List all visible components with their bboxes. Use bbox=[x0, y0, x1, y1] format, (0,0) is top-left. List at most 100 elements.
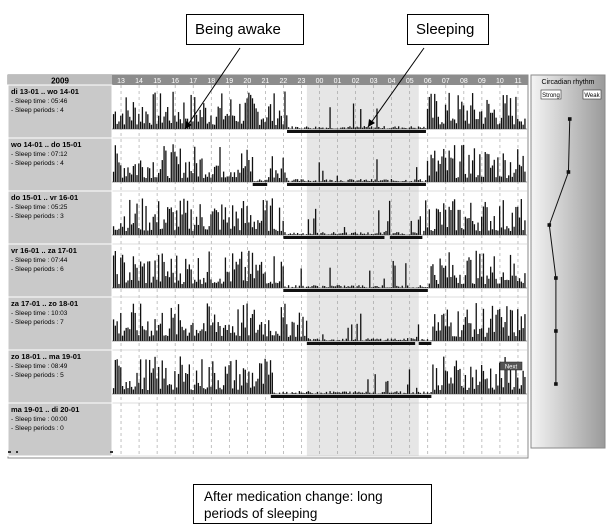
activity-bar bbox=[298, 181, 301, 182]
activity-bar bbox=[284, 172, 286, 182]
activity-bar bbox=[471, 93, 474, 129]
activity-bar bbox=[464, 216, 467, 235]
activity-bar bbox=[221, 283, 223, 288]
activity-bar bbox=[477, 222, 479, 235]
activity-bar bbox=[443, 148, 445, 182]
activity-bar bbox=[448, 150, 450, 182]
activity-bar bbox=[340, 127, 342, 129]
activity-bar bbox=[183, 330, 185, 341]
activity-bar bbox=[493, 216, 495, 235]
activity-bar bbox=[222, 119, 225, 129]
day-label: wo 14-01 .. do 15-01 bbox=[10, 140, 81, 149]
activity-bar bbox=[116, 153, 118, 182]
activity-bar bbox=[268, 283, 270, 288]
activity-bar bbox=[444, 370, 447, 394]
activity-bar bbox=[266, 200, 268, 235]
activity-bar bbox=[295, 392, 297, 394]
activity-bar bbox=[273, 93, 275, 129]
activity-bar bbox=[154, 92, 156, 129]
activity-bar bbox=[342, 233, 344, 235]
callout-being-awake: Being awake bbox=[186, 14, 304, 45]
activity-bar bbox=[201, 283, 203, 288]
activity-bar bbox=[148, 359, 151, 394]
activity-bar bbox=[444, 104, 447, 129]
activity-bar bbox=[495, 230, 497, 235]
activity-bar bbox=[226, 330, 228, 341]
activity-bar bbox=[307, 180, 310, 182]
activity-bar bbox=[170, 152, 172, 182]
arrow-sleeping bbox=[367, 47, 425, 128]
activity-bar bbox=[517, 309, 519, 341]
activity-bar bbox=[194, 384, 196, 394]
sleep-periods-label: - Sleep periods : 4 bbox=[11, 107, 64, 114]
activity-bar bbox=[441, 122, 443, 129]
activity-bar bbox=[457, 282, 459, 288]
activity-bar bbox=[482, 176, 485, 182]
activity-bar bbox=[491, 272, 494, 288]
activity-bar bbox=[231, 176, 234, 182]
activity-bar bbox=[471, 160, 474, 182]
activity-bar bbox=[358, 180, 360, 182]
activity-bar bbox=[192, 230, 194, 235]
activity-bar bbox=[387, 287, 389, 288]
activity-bar bbox=[470, 366, 472, 394]
activity-bar bbox=[284, 232, 286, 235]
activity-bar bbox=[226, 176, 228, 182]
activity-bar bbox=[464, 275, 467, 288]
activity-bar bbox=[352, 232, 355, 235]
activity-bar bbox=[291, 286, 293, 288]
activity-bar bbox=[257, 378, 259, 394]
activity-bar bbox=[508, 335, 510, 341]
activity-bar bbox=[491, 305, 494, 341]
activity-bar bbox=[127, 110, 129, 129]
activity-bar bbox=[179, 320, 181, 341]
activity-bar bbox=[251, 157, 254, 182]
activity-bar bbox=[522, 282, 524, 288]
activity-bar bbox=[217, 212, 219, 235]
activity-bar bbox=[473, 148, 476, 182]
activity-bar bbox=[509, 98, 512, 129]
activity-bar bbox=[329, 107, 331, 129]
activity-bar bbox=[313, 128, 315, 129]
activity-bar bbox=[121, 226, 124, 235]
activity-bar bbox=[381, 392, 384, 394]
activity-bar bbox=[461, 385, 463, 394]
activity-bar bbox=[197, 224, 200, 235]
activity-bar bbox=[152, 94, 154, 129]
activity-bar bbox=[365, 339, 367, 341]
activity-bar bbox=[309, 233, 311, 235]
activity-bar bbox=[217, 380, 219, 394]
activity-bar bbox=[304, 180, 306, 182]
activity-bar bbox=[480, 276, 483, 288]
activity-bar bbox=[168, 120, 171, 129]
activity-bar bbox=[370, 287, 373, 288]
activity-bar bbox=[367, 338, 369, 341]
activity-bar bbox=[394, 338, 396, 341]
activity-bar bbox=[468, 217, 470, 235]
activity-bar bbox=[302, 285, 304, 288]
activity-bar bbox=[430, 93, 432, 129]
hour-tick-label: 11 bbox=[514, 78, 521, 85]
activity-bar bbox=[396, 232, 398, 235]
activity-bar bbox=[186, 177, 189, 182]
activity-bar bbox=[524, 118, 526, 129]
activity-bar bbox=[450, 210, 452, 235]
activity-bar bbox=[208, 172, 210, 182]
activity-bar bbox=[378, 126, 380, 129]
activity-bar bbox=[181, 123, 183, 129]
activity-bar bbox=[264, 210, 266, 235]
sleep-periods-label: - Sleep periods : 4 bbox=[11, 160, 64, 167]
activity-bar bbox=[401, 181, 403, 182]
activity-bar bbox=[230, 332, 232, 341]
activity-bar bbox=[439, 258, 441, 288]
activity-bar bbox=[352, 179, 355, 182]
activity-bar bbox=[322, 127, 324, 129]
activity-bar bbox=[479, 111, 481, 129]
activity-bar bbox=[334, 392, 337, 394]
activity-bar bbox=[434, 93, 436, 129]
activity-bar bbox=[253, 278, 255, 288]
activity-bar bbox=[340, 286, 342, 288]
activity-bar bbox=[462, 144, 465, 182]
activity-bar bbox=[405, 179, 407, 182]
activity-bar bbox=[490, 167, 492, 182]
